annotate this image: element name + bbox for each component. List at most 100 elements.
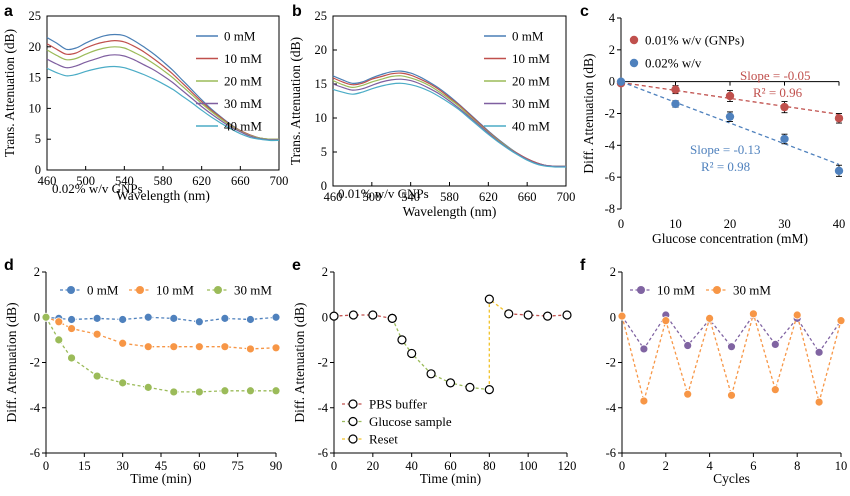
data-point-pbs-buffer (348, 310, 359, 320)
x-axis-label: Wavelength (nm) (403, 204, 497, 219)
panel-letter: d (4, 257, 14, 274)
series-line-10-mm (621, 313, 842, 354)
legend-marker (348, 399, 358, 409)
x-tick-label: 2 (663, 459, 669, 473)
x-axis-label: Time (min) (130, 471, 191, 486)
legend-label: 30 mM (234, 283, 272, 298)
x-tick-label: 120 (558, 459, 577, 473)
x-tick-label: 40 (833, 217, 846, 231)
data-point-glucose-sample (445, 378, 456, 388)
legend-label: 30 mM (224, 96, 262, 111)
y-tick-label: 0 (35, 163, 41, 177)
series-line-40-mm (46, 65, 280, 142)
series-line-30-mm (332, 78, 567, 167)
legend-marker (629, 35, 639, 45)
data-point-30-mm (67, 353, 76, 363)
panel-annotation: 0.02% w/v GNPs (52, 181, 143, 196)
series-line-30-mm (46, 54, 280, 141)
x-tick-label: 60 (444, 459, 457, 473)
data-point-0-02-w-v (725, 112, 735, 121)
series-line-10-mm (332, 72, 567, 167)
series-line-pbs-buffer (508, 313, 568, 317)
data-point-0-mm (194, 317, 204, 327)
data-point-0-mm (271, 312, 281, 322)
x-tick-label: 6 (750, 459, 756, 473)
data-point-30-mm (220, 386, 230, 396)
panel-letter: a (4, 3, 13, 20)
data-point-30-mm (836, 316, 846, 326)
data-point-0-mm (118, 315, 128, 324)
legend-label: 10 mM (657, 283, 695, 298)
data-point-10-mm (814, 347, 824, 357)
r2-annotation: R² = 0.98 (701, 159, 750, 174)
x-tick-label: 700 (557, 190, 576, 204)
y-tick-label: 25 (315, 9, 328, 23)
legend-label: 40 mM (512, 119, 550, 134)
data-point-10-mm (118, 338, 128, 348)
y-tick-label: -2 (605, 107, 615, 121)
data-point-10-mm (92, 329, 102, 339)
trendline-0-01-w-v-gnps (620, 81, 840, 115)
y-tick-label: -2 (606, 356, 616, 370)
x-tick-label: 100 (519, 459, 538, 473)
data-point-0-mm (92, 313, 102, 323)
series-line-40-mm (332, 82, 567, 168)
data-point-10-mm (639, 344, 649, 354)
data-point-0-02-w-v (834, 166, 844, 175)
panel-letter: e (292, 257, 301, 274)
x-tick-label: 80 (483, 459, 496, 473)
data-point-0-02-w-v (780, 134, 789, 144)
panel-letter: b (292, 3, 302, 20)
series-line-0-mm (45, 316, 277, 323)
y-tick-label: -6 (30, 446, 40, 460)
x-tick-label: 60 (193, 459, 206, 473)
data-point-30-mm (792, 310, 802, 320)
y-tick-label: -8 (605, 202, 615, 216)
y-tick-label: 2 (34, 265, 40, 279)
trendline-0-02-w-v (620, 81, 840, 166)
x-tick-label: 0 (618, 217, 624, 231)
data-point-pbs-buffer (504, 309, 514, 319)
y-tick-label: 25 (29, 9, 42, 23)
legend-marker (637, 286, 645, 294)
y-tick-label: -6 (606, 446, 616, 460)
series-line-pbs-buffer (333, 314, 393, 320)
x-axis-label: Wavelength (nm) (116, 188, 210, 203)
data-point-30-mm (683, 389, 693, 399)
legend-label: 10 mM (512, 51, 550, 66)
data-point-30-mm (770, 385, 780, 395)
panel-d: 0 15 30 45 60 75 90 -6 -4 -2 0 2 Time (min) Diff. Att… (4, 257, 282, 486)
panel-a: 460 500 540 580 620 660 700 0 5 10 15 20 25 Wavelengt… (2, 3, 288, 203)
legend-marker (67, 286, 75, 294)
legend-marker (629, 58, 639, 68)
legend-label: 0.01% w/v (GNPs) (645, 33, 744, 48)
data-point-pbs-buffer (329, 311, 339, 321)
x-tick-label: 500 (362, 190, 381, 204)
legend-marker (348, 416, 358, 427)
x-tick-label: 580 (154, 174, 173, 188)
x-tick-label: 620 (192, 174, 211, 188)
r2-annotation: R² = 0.96 (753, 85, 803, 100)
data-point-reset (484, 294, 494, 304)
y-axis-label: Diff. Attenuation (dB) (581, 53, 596, 173)
data-point-10-mm (683, 341, 693, 350)
y-axis-label: Trans. Attenuation (dB) (2, 29, 17, 157)
y-tick-label: 2 (610, 265, 616, 279)
y-axis-label: Trans. Attenuation (dB) (288, 37, 303, 165)
data-point-30-mm (814, 397, 824, 407)
x-tick-label: 540 (115, 174, 134, 188)
y-tick-label: 5 (35, 132, 41, 146)
y-tick-label: 5 (321, 145, 327, 159)
x-tick-label: 660 (231, 174, 250, 188)
y-tick-label: -2 (30, 356, 40, 370)
x-tick-label: 20 (367, 459, 380, 473)
data-point-10-mm (54, 317, 64, 327)
legend-label: 10 mM (156, 283, 194, 298)
y-tick-label: -4 (606, 401, 617, 415)
data-point-pbs-buffer (542, 311, 553, 321)
x-tick-label: 10 (835, 459, 848, 473)
data-point-0-02-w-v (616, 77, 626, 86)
y-tick-label: 0 (609, 75, 615, 89)
legend-marker (713, 286, 721, 294)
data-point-30-mm (639, 396, 649, 406)
